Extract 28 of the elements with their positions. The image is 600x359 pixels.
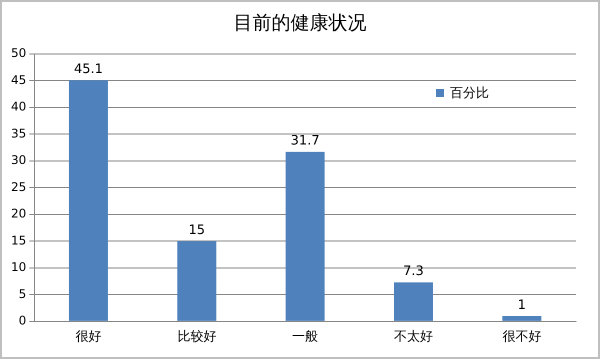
bar <box>68 80 108 321</box>
bar <box>286 152 325 321</box>
y-tick-label: 45 <box>10 72 26 87</box>
y-tick-label: 5 <box>18 286 26 301</box>
x-tick-label: 不太好 <box>394 330 433 345</box>
y-tick-label: 30 <box>10 153 26 168</box>
bar <box>502 316 542 321</box>
data-label: 7.3 <box>403 264 424 280</box>
y-tick-label: 35 <box>10 126 26 140</box>
x-tick-label: 很不好 <box>502 330 542 345</box>
chart-title: 目前的健康状况 <box>232 11 368 36</box>
y-tick-label: 40 <box>10 100 26 114</box>
y-tick-label: 15 <box>10 233 26 248</box>
y-tick-label: 10 <box>10 260 26 274</box>
legend-label: 百分比 <box>450 85 489 102</box>
y-tick-label: 50 <box>10 46 26 60</box>
data-label: 45.1 <box>74 62 103 78</box>
y-tick-label: 20 <box>10 206 26 221</box>
y-tick-label: 25 <box>10 180 26 194</box>
y-tick-label: 0 <box>18 314 26 328</box>
data-label: 31.7 <box>290 134 320 149</box>
bar <box>394 282 433 321</box>
x-tick-label: 很好 <box>75 330 102 345</box>
bar <box>177 241 216 321</box>
x-tick-label: 一般 <box>292 330 318 345</box>
data-label: 15 <box>188 223 206 238</box>
x-tick-label: 比较好 <box>177 330 216 345</box>
data-label: 1 <box>518 298 526 313</box>
